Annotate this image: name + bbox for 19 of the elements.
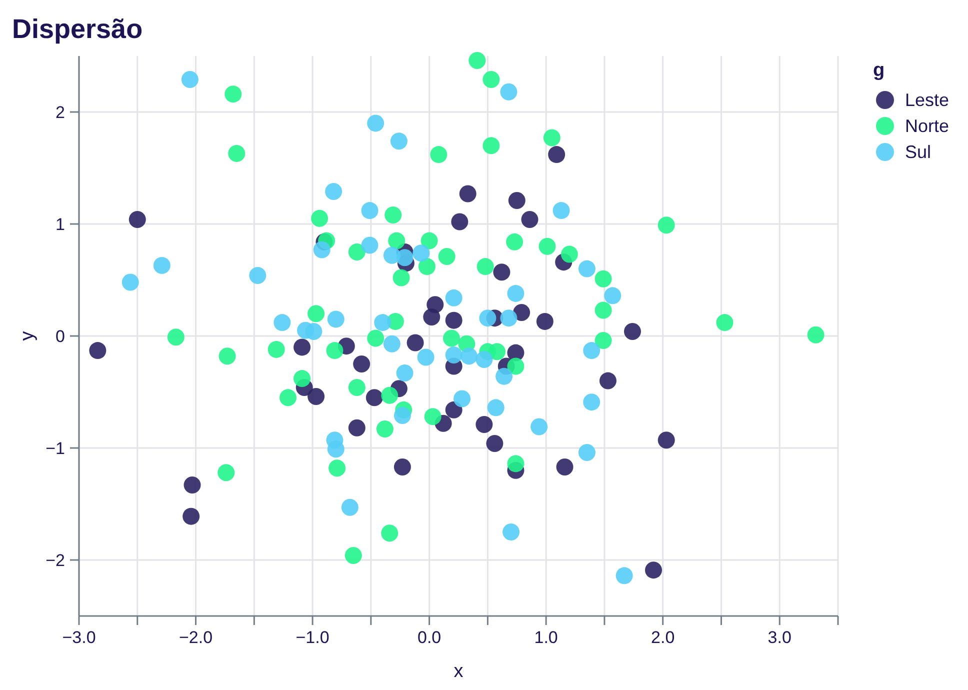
x-axis-title: x	[454, 661, 464, 682]
chart-title: Dispersão	[12, 14, 143, 44]
x-tick-label: −3.0	[62, 628, 96, 647]
legend-label: Norte	[905, 116, 950, 136]
y-tick-label: −1	[46, 439, 65, 458]
x-tick-label: 2.0	[651, 628, 675, 647]
y-axis-title: y	[17, 330, 38, 341]
x-tick-label: 1.0	[534, 628, 558, 647]
y-tick-label: −2	[46, 551, 65, 570]
x-tick-label: −2.0	[178, 628, 213, 647]
y-tick-label: 1	[56, 215, 65, 234]
x-tick-label: 0.0	[417, 628, 442, 647]
y-tick-label: 2	[56, 103, 65, 122]
legend-label: Leste	[905, 90, 950, 110]
legend-label: Sul	[905, 142, 932, 162]
x-tick-label: −1.0	[296, 628, 330, 647]
y-tick-label: 0	[56, 327, 65, 346]
x-tick-label: 3.0	[768, 628, 792, 647]
legend-title: g	[873, 60, 885, 81]
